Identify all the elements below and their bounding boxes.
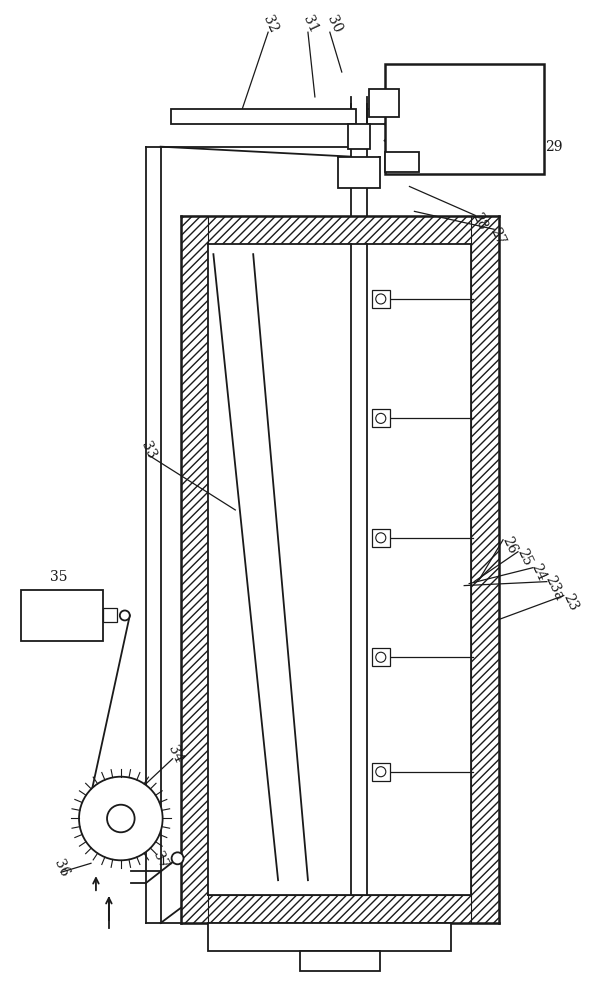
Circle shape [172,852,184,864]
Bar [372,763,390,781]
Circle shape [376,767,386,777]
Text: 35: 35 [50,570,68,584]
Bar [372,290,390,308]
Text: 25: 25 [514,547,534,569]
Bar [372,409,390,427]
Text: 31: 31 [300,13,320,35]
Bar [385,152,419,172]
Circle shape [376,294,386,304]
Bar [348,124,370,149]
Bar [103,608,117,622]
Text: 33: 33 [139,439,159,461]
Bar [385,64,544,174]
Bar [181,216,499,244]
Text: 24: 24 [529,562,549,584]
Bar [170,109,356,124]
Bar [21,590,103,641]
Circle shape [107,805,134,832]
Bar [471,216,499,923]
Text: 36: 36 [51,857,71,879]
Text: 28: 28 [469,210,489,232]
Bar [181,895,499,923]
Text: 27: 27 [487,225,507,247]
Text: 34: 34 [166,743,186,765]
Bar [300,951,379,971]
Text: 23a: 23a [542,573,565,602]
Circle shape [376,533,386,543]
Circle shape [376,652,386,662]
Bar [338,157,380,188]
Circle shape [79,777,163,860]
Circle shape [376,413,386,423]
Text: 29: 29 [545,140,562,154]
Text: 23: 23 [561,592,581,613]
Bar [372,648,390,666]
Bar [372,529,390,547]
Text: 37: 37 [150,849,170,871]
Text: 26: 26 [499,534,519,556]
Bar [208,244,471,895]
Bar [208,923,451,951]
Text: 32: 32 [260,13,280,35]
Bar [181,216,208,923]
Text: 30: 30 [325,13,345,35]
Bar [369,89,399,117]
Circle shape [120,610,130,620]
